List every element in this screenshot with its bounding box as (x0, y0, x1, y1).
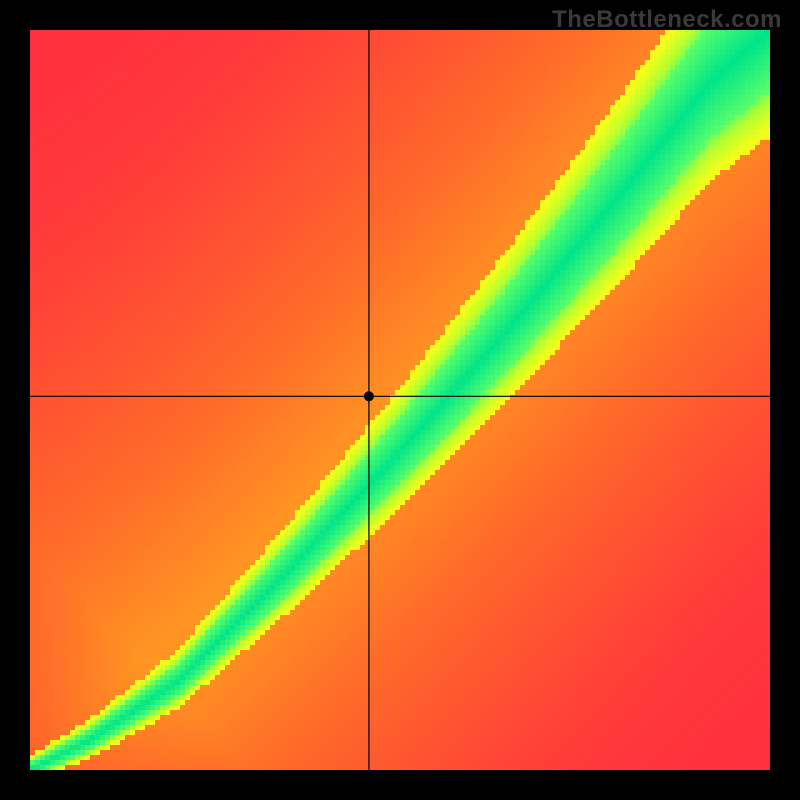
chart-container: TheBottleneck.com (0, 0, 800, 800)
plot-area (30, 30, 770, 770)
heatmap-canvas (30, 30, 770, 770)
